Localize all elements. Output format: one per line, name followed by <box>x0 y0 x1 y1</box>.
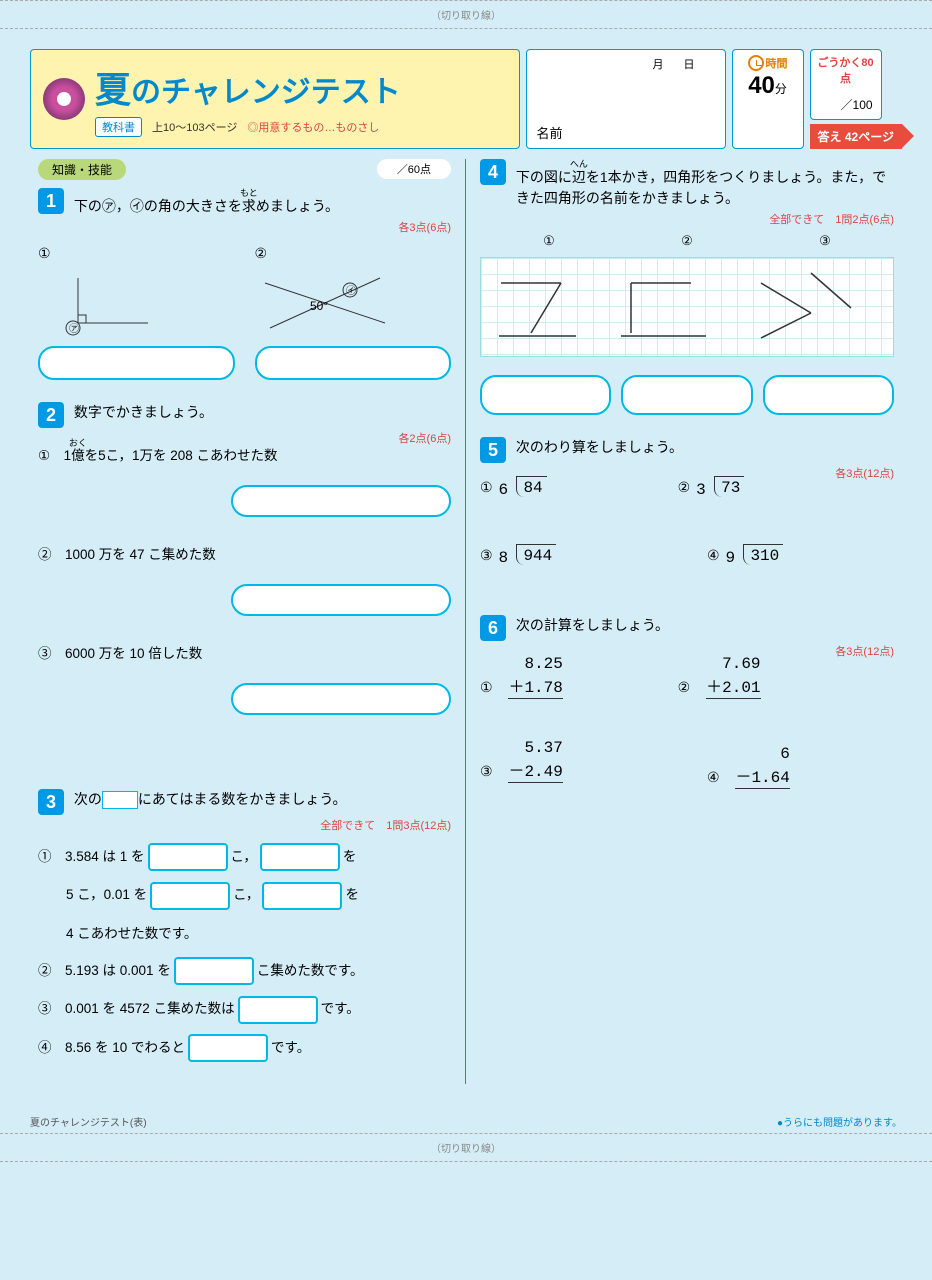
footer: 夏のチャレンジテスト(表) ●うらにも問題があります。 <box>0 1104 932 1133</box>
right-column: 4 下の図に辺へんを1本かき，四角形をつくりましょう。また，できた四角形の名前を… <box>466 159 902 1084</box>
blank-icon <box>102 791 138 809</box>
answer-box[interactable] <box>231 584 451 616</box>
title-block: 夏のチャレンジテスト 教科書 上10～103ページ ◎用意するもの…ものさし <box>30 49 520 149</box>
answer-box[interactable] <box>38 346 235 380</box>
answer-box[interactable] <box>262 882 342 910</box>
svg-text:㋑: ㋑ <box>346 285 356 297</box>
question-6: 6 次の計算をしましょう。 各3点(12点) ① 8.25＋1.78 ② 7.6… <box>480 615 894 789</box>
answer-box[interactable] <box>260 843 340 871</box>
clock-icon <box>748 55 764 71</box>
question-1: 1 下の㋐，㋑の角の大きさを求もとめましょう。 各3点(6点) ① ㋐ ② <box>38 188 451 380</box>
date-row: 月日 <box>537 56 715 72</box>
q-num-4: 4 <box>480 159 506 185</box>
cut-line-top: （切り取り線） <box>0 0 932 29</box>
question-2: 2 数字でかきましょう。 各2点(6点) ① 1億おくを5こ，1万を 208 こ… <box>38 402 451 729</box>
footer-right: ●うらにも問題があります。 <box>777 1114 902 1129</box>
time-block: 時間 40分 <box>732 49 804 149</box>
vertical-calc[interactable]: 7.69＋2.01 <box>706 655 760 699</box>
q-num-5: 5 <box>480 437 506 463</box>
header: 夏のチャレンジテスト 教科書 上10～103ページ ◎用意するもの…ものさし 月… <box>30 49 902 149</box>
flower-icon <box>43 78 85 120</box>
angle-figure-1: ㋐ <box>38 268 235 338</box>
answer-box[interactable] <box>188 1034 268 1062</box>
worksheet-page: 夏のチャレンジテスト 教科書 上10～103ページ ◎用意するもの…ものさし 月… <box>0 29 932 1104</box>
angle-figure-2: 50° ㋑ <box>255 268 452 338</box>
cut-line-bottom: （切り取り線） <box>0 1133 932 1162</box>
vertical-calc[interactable]: 6 －1.64 <box>735 739 789 789</box>
answer-box[interactable] <box>238 996 318 1024</box>
answer-box[interactable] <box>231 683 451 715</box>
answer-box[interactable] <box>231 485 451 517</box>
answer-box[interactable] <box>763 375 894 415</box>
grid-drawing-area[interactable] <box>480 257 894 357</box>
long-division[interactable]: 373 <box>714 479 744 497</box>
answer-arrow: 答え 42ページ <box>810 124 902 149</box>
q-num-6: 6 <box>480 615 506 641</box>
score-block[interactable]: ごうかく80点 ／100 <box>810 49 882 120</box>
answer-box[interactable] <box>150 882 230 910</box>
long-division[interactable]: 9310 <box>743 547 783 565</box>
q-num-1: 1 <box>38 188 64 214</box>
q-num-3: 3 <box>38 789 64 815</box>
q-num-2: 2 <box>38 402 64 428</box>
left-column: 知識・技能 ／60点 1 下の㋐，㋑の角の大きさを求もとめましょう。 各3点(6… <box>30 159 466 1084</box>
answer-box[interactable] <box>148 843 228 871</box>
vertical-calc[interactable]: 5.37－2.49 <box>508 739 562 783</box>
name-label: 名前 <box>537 123 715 142</box>
svg-text:㋐: ㋐ <box>69 323 79 335</box>
long-division[interactable]: 8944 <box>516 547 556 565</box>
answer-box[interactable] <box>621 375 752 415</box>
textbook-badge: 教科書 <box>95 117 142 137</box>
answer-box[interactable] <box>480 375 611 415</box>
question-3: 3 次のにあてはまる数をかきましょう。 全部できて 1問3点(12点) ① 3.… <box>38 789 451 1062</box>
footer-left: 夏のチャレンジテスト(表) <box>30 1114 147 1129</box>
prepare-note: ◎用意するもの…ものさし <box>247 119 379 135</box>
question-5: 5 次のわり算をしましょう。 各3点(12点) ① 684 ② 373 ③ 89… <box>480 437 894 565</box>
question-4: 4 下の図に辺へんを1本かき，四角形をつくりましょう。また，できた四角形の名前を… <box>480 159 894 415</box>
answer-box[interactable] <box>174 957 254 985</box>
answer-box[interactable] <box>255 346 452 380</box>
section-score: ／60点 <box>377 159 451 179</box>
textbook-pages: 上10～103ページ <box>152 119 237 135</box>
long-division[interactable]: 684 <box>516 479 546 497</box>
name-block[interactable]: 月日 名前 <box>526 49 726 149</box>
vertical-calc[interactable]: 8.25＋1.78 <box>508 655 562 699</box>
page-title: 夏のチャレンジテスト <box>95 61 401 113</box>
svg-text:50°: 50° <box>310 299 328 313</box>
section-badge: 知識・技能 <box>38 159 126 180</box>
